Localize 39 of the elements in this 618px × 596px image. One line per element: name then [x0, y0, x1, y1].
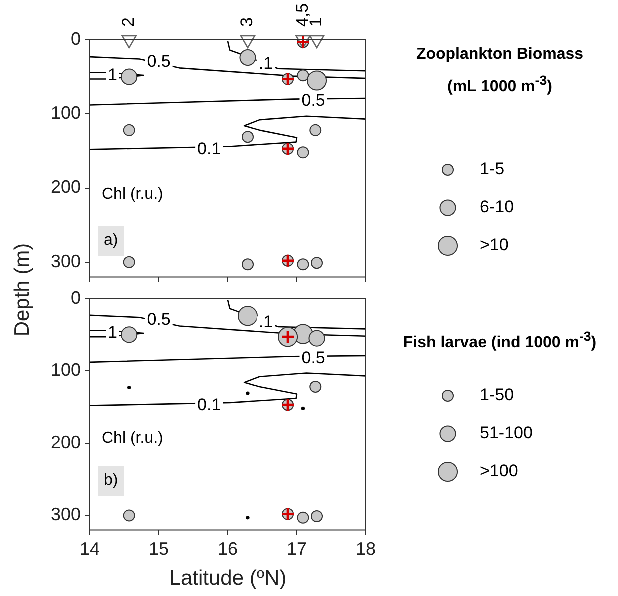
y-tick-label: 100	[50, 360, 81, 380]
annotation: 1	[108, 65, 118, 84]
y-axis-title: Depth (m)	[11, 243, 35, 337]
x-tick-label: 17	[286, 538, 308, 559]
y-tick-label: 300	[50, 504, 81, 525]
x-tick-label: 16	[218, 538, 238, 559]
legend-label: 51-100	[480, 424, 533, 443]
annotation: 3	[238, 18, 257, 27]
annotation: b)	[98, 466, 124, 496]
annotation: 0.5	[302, 91, 326, 110]
annotation: .1	[258, 54, 274, 74]
legend-label: >100	[480, 462, 518, 481]
annotation: 1	[108, 323, 118, 342]
legend-title: Fish larvae (ind 1000 m$^{-3}$)	[402, 328, 598, 354]
y-tick-label: 0	[70, 28, 81, 49]
y-tick-label: 0	[70, 288, 81, 308]
annotation: 0.5	[302, 348, 326, 368]
y-tick-label: 200	[50, 177, 81, 198]
annotation: Chl (r.u.)	[102, 185, 164, 206]
y-tick-label: 200	[50, 432, 81, 452]
annotation: a)	[98, 226, 124, 256]
legend-label: 1-5	[480, 160, 505, 179]
x-tick-label: 15	[148, 538, 170, 559]
annotation: Chl (r.u.)	[102, 428, 164, 449]
x-tick-label: 18	[356, 538, 376, 559]
annotation: .1	[258, 312, 274, 332]
annotation: 0.5	[147, 310, 171, 330]
legend-label: 6-10	[480, 198, 514, 217]
annotation: 0.1	[198, 396, 222, 415]
annotation: 0.5	[147, 52, 171, 71]
legend-label: 1-50	[480, 386, 514, 405]
x-tick-label: 14	[80, 538, 100, 559]
legend-label: >10	[480, 236, 509, 255]
annotation: 2	[119, 18, 138, 27]
x-axis-title: Latitude (ºN)	[169, 567, 287, 590]
legend-title: Zooplankton Biomass (mL 1000 m$^{-3}$)	[415, 45, 585, 98]
annotation: 0.1	[198, 139, 222, 158]
y-tick-label: 300	[50, 251, 81, 272]
y-tick-label: 100	[50, 103, 81, 124]
